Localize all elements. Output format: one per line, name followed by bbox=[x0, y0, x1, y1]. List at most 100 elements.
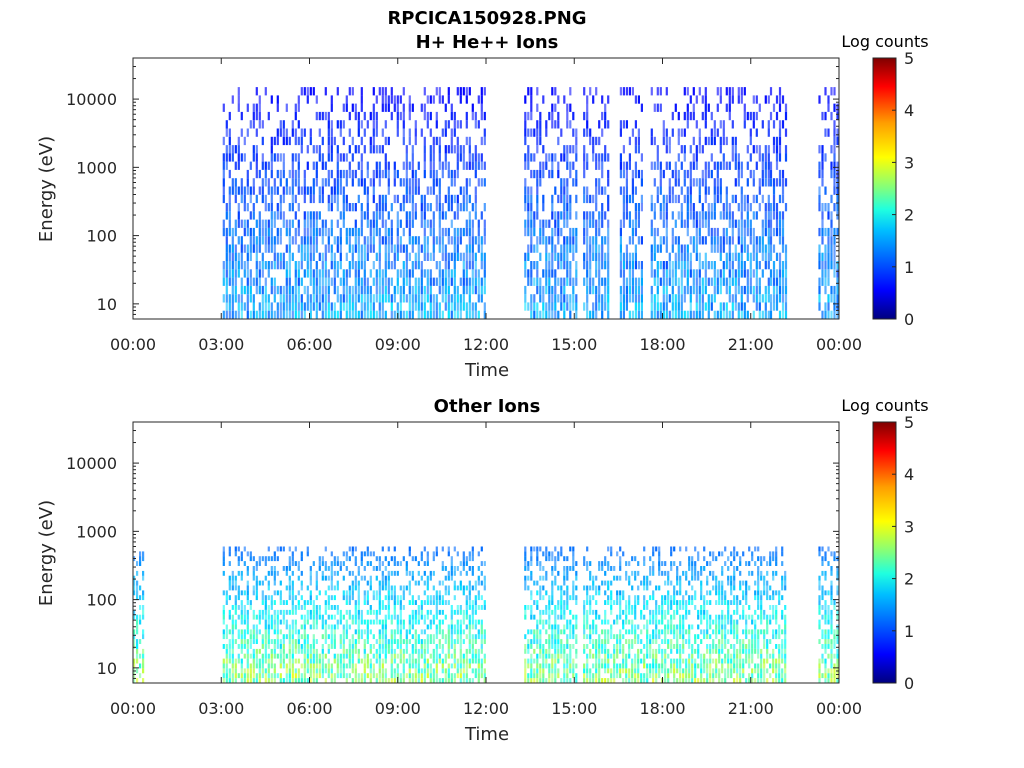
heatmap-cell bbox=[435, 634, 438, 640]
heatmap-cell bbox=[282, 128, 285, 137]
heatmap-cell bbox=[734, 294, 737, 303]
heatmap-cell bbox=[312, 252, 315, 261]
heatmap-cell bbox=[722, 236, 725, 245]
heatmap-cell bbox=[303, 644, 306, 649]
heatmap-cell bbox=[560, 244, 563, 253]
heatmap-cell bbox=[309, 668, 312, 674]
heatmap-cell bbox=[318, 614, 321, 620]
heatmap-cell bbox=[339, 186, 342, 195]
heatmap-cell bbox=[142, 556, 145, 562]
heatmap-cell bbox=[551, 103, 554, 112]
heatmap-cell bbox=[396, 103, 399, 112]
heatmap-cell bbox=[758, 310, 761, 319]
heatmap-cell bbox=[234, 609, 237, 615]
heatmap-cell bbox=[628, 161, 631, 170]
heatmap-cell bbox=[698, 236, 701, 245]
heatmap-cell bbox=[775, 269, 779, 278]
heatmap-cell bbox=[300, 551, 303, 557]
heatmap-cell bbox=[450, 609, 453, 615]
heatmap-cell bbox=[554, 211, 557, 220]
heatmap-cell bbox=[625, 120, 628, 129]
heatmap-cell bbox=[267, 644, 270, 649]
heatmap-cell bbox=[731, 194, 734, 204]
heatmap-cell bbox=[533, 244, 536, 253]
heatmap-cell bbox=[784, 252, 788, 261]
heatmap-cell bbox=[402, 294, 405, 303]
heatmap-cell bbox=[366, 161, 369, 170]
heatmap-cell bbox=[634, 169, 637, 179]
heatmap-cell bbox=[438, 244, 441, 253]
heatmap-cell bbox=[312, 678, 315, 683]
heatmap-cell bbox=[710, 294, 713, 303]
heatmap-cell bbox=[387, 277, 390, 286]
heatmap-cell bbox=[698, 219, 701, 228]
heatmap-cell bbox=[264, 277, 267, 286]
heatmap-cell bbox=[270, 219, 273, 228]
heatmap-cell bbox=[438, 629, 441, 635]
x-tick-label: 03:00 bbox=[198, 335, 244, 354]
heatmap-cell bbox=[551, 580, 554, 586]
heatmap-cell bbox=[650, 194, 653, 204]
heatmap-cell bbox=[453, 653, 456, 659]
heatmap-cell bbox=[333, 310, 336, 319]
heatmap-cell bbox=[536, 203, 539, 212]
heatmap-cell bbox=[291, 169, 294, 179]
heatmap-cell bbox=[530, 269, 533, 278]
heatmap-cell bbox=[595, 310, 598, 319]
heatmap-cell bbox=[598, 590, 601, 596]
heatmap-cell bbox=[225, 236, 228, 245]
heatmap-cell bbox=[309, 595, 312, 601]
heatmap-cell bbox=[465, 111, 468, 121]
heatmap-cell bbox=[297, 261, 300, 270]
heatmap-cell bbox=[225, 663, 228, 669]
heatmap-cell bbox=[686, 194, 689, 204]
heatmap-cell bbox=[279, 252, 282, 261]
heatmap-cell bbox=[240, 600, 243, 605]
heatmap-cell bbox=[465, 658, 468, 664]
heatmap-cell bbox=[560, 614, 563, 620]
heatmap-cell bbox=[749, 128, 752, 137]
heatmap-cell bbox=[369, 178, 372, 187]
heatmap-cell bbox=[417, 668, 420, 674]
heatmap-cell bbox=[628, 153, 631, 162]
heatmap-cell bbox=[327, 227, 330, 237]
heatmap-cell bbox=[551, 673, 554, 679]
heatmap-cell bbox=[261, 236, 264, 245]
heatmap-cell bbox=[300, 624, 303, 630]
heatmap-cell bbox=[411, 644, 414, 649]
heatmap-cell bbox=[456, 624, 459, 630]
y-axis-label: Energy (eV) bbox=[36, 136, 57, 242]
heatmap-cell bbox=[728, 211, 731, 220]
heatmap-cell bbox=[348, 302, 351, 311]
heatmap-cell bbox=[222, 310, 225, 319]
heatmap-cell bbox=[237, 614, 240, 620]
heatmap-cell bbox=[240, 244, 243, 253]
heatmap-cell bbox=[671, 277, 674, 286]
heatmap-cell bbox=[698, 285, 701, 295]
heatmap-cell bbox=[465, 609, 468, 615]
heatmap-cell bbox=[583, 668, 586, 674]
heatmap-cell bbox=[423, 673, 426, 679]
heatmap-cell bbox=[586, 219, 589, 228]
heatmap-cell bbox=[294, 236, 297, 245]
heatmap-cell bbox=[330, 244, 333, 253]
heatmap-cell bbox=[634, 302, 637, 311]
heatmap-cell bbox=[659, 169, 662, 179]
heatmap-cell bbox=[372, 186, 375, 195]
heatmap-cell bbox=[405, 153, 408, 162]
heatmap-cell bbox=[243, 186, 246, 195]
heatmap-cell bbox=[270, 211, 273, 220]
heatmap-cell bbox=[775, 153, 779, 162]
heatmap-cell bbox=[360, 609, 363, 615]
heatmap-cell bbox=[483, 136, 486, 146]
heatmap-cell bbox=[438, 219, 441, 228]
heatmap-cell bbox=[586, 561, 589, 566]
heatmap-cell bbox=[294, 194, 297, 204]
heatmap-cell bbox=[306, 227, 309, 237]
heatmap-cell bbox=[387, 546, 390, 552]
heatmap-cell bbox=[360, 302, 363, 311]
heatmap-cell bbox=[554, 648, 557, 654]
heatmap-cell bbox=[348, 663, 351, 669]
heatmap-cell bbox=[746, 145, 749, 154]
heatmap-cell bbox=[225, 668, 228, 674]
